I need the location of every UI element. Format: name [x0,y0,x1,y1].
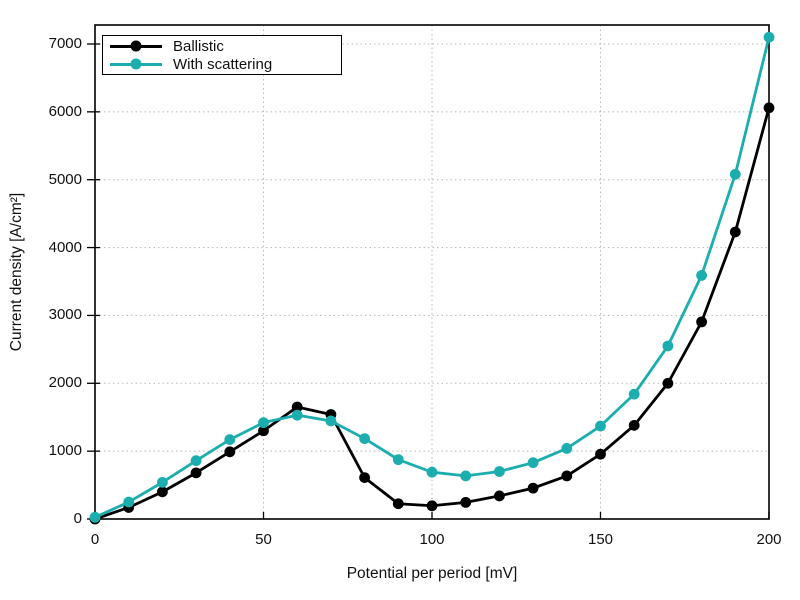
data-point [662,377,674,389]
x-tick-label: 150 [587,531,614,548]
y-tick-label: 4000 [48,238,82,256]
y-tick-label: 2000 [48,374,82,392]
data-point [527,457,539,469]
data-point [595,420,606,432]
legend-entry-ballistic: Ballistic [110,37,341,55]
y-tick-label: 6000 [48,102,82,120]
data-point [595,448,606,460]
data-point [460,496,472,508]
x-axis-title: Potential per period [mV] [346,565,518,582]
data-point [157,476,168,488]
data-point [392,454,404,466]
y-tick-label: 1000 [48,442,82,460]
data-point [696,269,707,281]
data-point [392,498,404,510]
data-point [729,168,741,180]
x-tick-label: 100 [419,531,445,548]
data-point [190,455,202,467]
data-point [662,340,674,352]
data-point [89,511,101,523]
data-point [527,482,539,494]
with-scattering-line-marker-icon [110,58,162,70]
data-point [763,31,775,43]
data-point [190,467,202,479]
data-point [628,388,640,400]
legend: Ballistic With scattering [102,35,342,75]
data-point [494,466,505,477]
data-point [258,417,269,429]
legend-label-with-scattering: With scattering [173,55,273,73]
x-tick-label: 200 [756,531,782,548]
data-point [224,434,236,446]
data-point [561,470,573,482]
data-point [359,433,370,444]
data-point [258,425,269,437]
y-tick-label: 5000 [48,170,82,188]
data-point [359,472,370,484]
data-point [729,226,741,238]
data-point [561,443,573,454]
legend-entry-with-scattering: With scattering [110,55,341,73]
data-point [426,500,438,512]
ballistic-line-marker-icon [110,40,162,52]
data-point [325,415,337,427]
y-tick-label: 0 [73,510,82,527]
data-point [763,102,775,114]
x-tick-label: 0 [90,531,100,548]
legend-label-ballistic: Ballistic [173,37,224,55]
x-tick-label: 50 [255,531,272,548]
data-point [696,316,707,328]
y-axis-title: Current density [A/cm²] [8,192,25,352]
data-point [123,496,135,508]
data-point [460,470,472,482]
data-point [426,466,438,478]
data-point [224,446,236,458]
y-tick-label: 7000 [48,35,82,52]
data-point [157,486,168,498]
data-point [494,490,505,502]
data-point [628,419,640,431]
data-point [291,401,303,413]
data-point [291,409,303,421]
y-tick-label: 3000 [48,306,82,324]
